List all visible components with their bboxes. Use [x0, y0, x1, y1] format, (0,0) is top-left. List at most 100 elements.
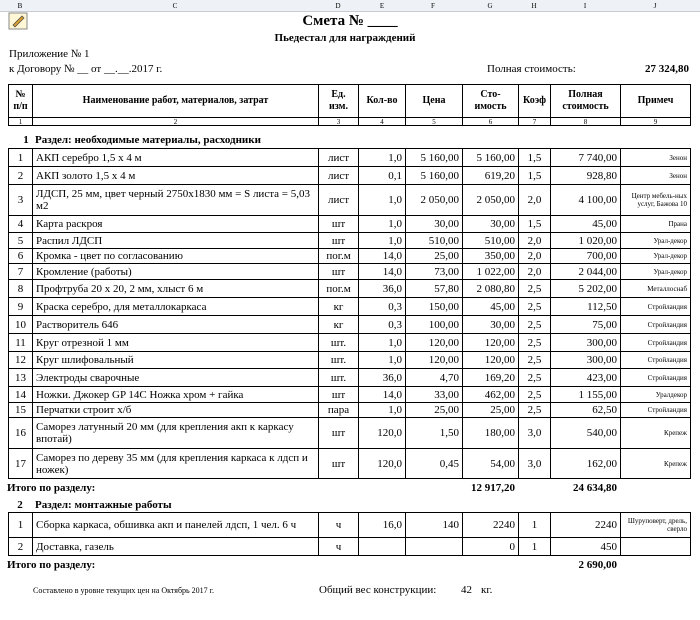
column-heading: Ед. изм.	[318, 84, 359, 118]
column-letter: I	[583, 1, 587, 10]
column-heading: Примеч	[620, 84, 691, 118]
table-cell: Центр мебель-ных услуг, Бажова 10	[620, 184, 691, 216]
table-cell: 2,5	[518, 386, 551, 403]
table-cell: Доставка, газель	[32, 537, 319, 556]
table-cell: Растворитель 646	[32, 315, 319, 334]
table-cell: Зенон	[620, 166, 691, 185]
column-number: 9	[620, 117, 691, 126]
subtotal-cost: 12 917,20	[471, 481, 515, 494]
table-cell: Ножки. Джокер GP 14C Ножка хром + гайка	[32, 386, 319, 403]
table-cell: 2	[8, 166, 33, 185]
total-value: 27 324,80	[645, 63, 689, 75]
column-heading: Полная стоимость	[550, 84, 621, 118]
table-cell: Распил ЛДСП	[32, 232, 319, 249]
table-cell: 1,0	[358, 402, 406, 418]
table-cell: 9	[8, 297, 33, 316]
table-cell: лист	[318, 148, 359, 167]
table-cell: 62,50	[550, 402, 621, 418]
subtitle: Пьедестал для награждений	[274, 32, 416, 44]
weight-unit: кг.	[481, 583, 493, 596]
table-cell: 2 050,00	[462, 184, 519, 216]
table-cell: Стройландия	[620, 315, 691, 334]
table-cell: Урал-декор	[620, 232, 691, 249]
table-cell: 45,00	[462, 297, 519, 316]
table-cell: 75,00	[550, 315, 621, 334]
table-cell: Крепеж	[620, 417, 691, 449]
table-cell: 140	[405, 512, 463, 538]
table-cell: Саморез по дереву 35 мм (для крепления к…	[32, 448, 319, 479]
table-cell: кг	[318, 297, 359, 316]
table-cell: 14,0	[358, 386, 406, 403]
table-cell: 7 740,00	[550, 148, 621, 167]
table-cell: шт.	[318, 368, 359, 387]
section-number: 2	[17, 498, 23, 511]
table-cell: 4 100,00	[550, 184, 621, 216]
column-number: 8	[550, 117, 621, 126]
table-cell: 120,00	[462, 351, 519, 369]
column-heading: Сто- имость	[462, 84, 519, 118]
table-cell: Уралдекор	[620, 386, 691, 403]
table-cell: 2,5	[518, 297, 551, 316]
table-cell: пара	[318, 402, 359, 418]
table-cell: Стройландия	[620, 368, 691, 387]
table-cell: лист	[318, 184, 359, 216]
table-cell: 73,00	[405, 263, 463, 280]
table-cell: 450	[550, 537, 621, 556]
table-cell: 14,0	[358, 248, 406, 264]
table-cell: 1,0	[358, 333, 406, 352]
table-cell: 15	[8, 402, 33, 418]
table-cell: 8	[8, 279, 33, 298]
table-cell	[358, 537, 406, 556]
column-letter: D	[335, 1, 341, 10]
table-cell: 2,0	[518, 232, 551, 249]
table-cell: 928,80	[550, 166, 621, 185]
table-cell: 2	[8, 537, 33, 556]
column-heading: Коэф	[518, 84, 551, 118]
table-cell: Стройландия	[620, 351, 691, 369]
table-cell: Саморез латунный 20 мм (для крепления ак…	[32, 417, 319, 449]
table-cell: Кромление (работы)	[32, 263, 319, 280]
table-cell: 1,5	[518, 148, 551, 167]
table-cell: 1,0	[358, 232, 406, 249]
table-cell: пог.м	[318, 248, 359, 264]
table-cell: 112,50	[550, 297, 621, 316]
table-cell: 162,00	[550, 448, 621, 479]
column-letter: F	[431, 1, 435, 10]
table-cell: шт	[318, 263, 359, 280]
table-cell: 16,0	[358, 512, 406, 538]
table-cell: Круг шлифовальный	[32, 351, 319, 369]
table-cell: 350,00	[462, 248, 519, 264]
contract: к Договору № __ от __.__.2017 г.	[9, 63, 163, 75]
table-cell: Металлоснаб	[620, 279, 691, 298]
table-cell: АКП серебро 1,5 х 4 м	[32, 148, 319, 167]
table-cell: 2,5	[518, 402, 551, 418]
table-cell: 540,00	[550, 417, 621, 449]
table-cell: 2 044,00	[550, 263, 621, 280]
table-cell: 16	[8, 417, 33, 449]
table-cell	[405, 537, 463, 556]
table-cell: 25,00	[462, 402, 519, 418]
table-cell: 180,00	[462, 417, 519, 449]
table-cell: 2,0	[518, 248, 551, 264]
table-cell: 25,00	[405, 248, 463, 264]
table-cell: 30,00	[462, 215, 519, 233]
appendix: Приложение № 1	[9, 48, 90, 60]
column-letter: C	[172, 1, 178, 10]
table-cell: 1,5	[518, 215, 551, 233]
table-cell: 4,70	[405, 368, 463, 387]
table-cell	[620, 537, 691, 556]
table-cell: 1,0	[358, 215, 406, 233]
table-cell: 1,0	[358, 351, 406, 369]
table-cell: 36,0	[358, 368, 406, 387]
table-cell: лист	[318, 166, 359, 185]
column-number: 5	[405, 117, 463, 126]
table-cell: Стройландия	[620, 297, 691, 316]
column-number: 3	[318, 117, 359, 126]
column-letter: J	[653, 1, 657, 10]
column-heading: Кол-во	[358, 84, 406, 118]
table-cell: Кромка - цвет по согласованию	[32, 248, 319, 264]
subtotal-label: Итого по разделу:	[7, 558, 96, 571]
table-cell: 5	[8, 232, 33, 249]
table-cell: 2240	[462, 512, 519, 538]
